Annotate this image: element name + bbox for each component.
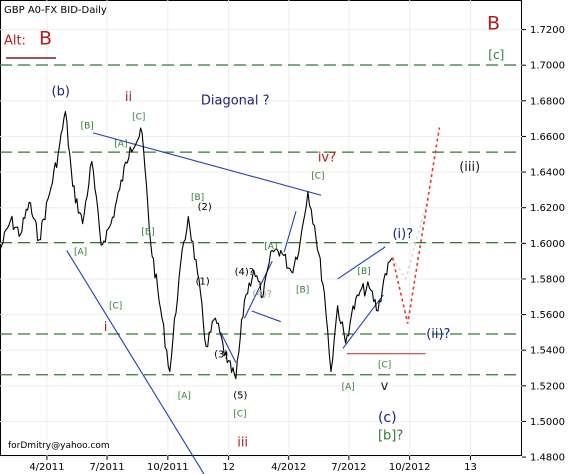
wave-label: (3) [214, 350, 228, 361]
y-tick-label: 1.6200 [530, 203, 565, 214]
x-tick-label: 10/2011 [147, 462, 189, 473]
wave-label: [c] [488, 48, 504, 62]
y-tick-label: 1.6000 [530, 239, 565, 250]
chart-title: GBP A0-FX BID-Daily [4, 5, 107, 16]
wave-label: [B] [141, 227, 154, 237]
y-tick-label: 1.5600 [530, 310, 565, 321]
wave-label: [C] [109, 302, 122, 312]
wave-label: [B] [191, 193, 204, 203]
wave-label: (2) [198, 202, 212, 213]
projection-paths [391, 127, 441, 324]
x-tick-label: 13 [464, 462, 477, 473]
projection-line [391, 127, 441, 324]
x-tick-label: 12 [222, 462, 235, 473]
y-tick-label: 1.6800 [530, 96, 565, 107]
y-tick-label: 1.5800 [530, 274, 565, 285]
y-tick-label: 1.7000 [530, 61, 565, 72]
wave-label: B [487, 13, 500, 35]
y-tick-label: 1.6600 [530, 132, 565, 143]
wave-label: ii [125, 90, 132, 105]
y-tick-label: 1.5200 [530, 381, 565, 392]
trendline [283, 211, 297, 253]
wave-label: [C] [311, 171, 324, 181]
wave-label: [C] [233, 409, 246, 419]
y-tick-label: 1.5000 [530, 417, 565, 428]
wave-label: Diagonal ? [201, 93, 270, 108]
wave-label: iv? [318, 151, 336, 166]
trendline [93, 132, 322, 196]
grid-lines [0, 0, 522, 458]
wave-label: B [39, 28, 52, 50]
wave-label: [A] [114, 139, 127, 149]
y-tick-label: 1.4800 [530, 453, 565, 464]
wave-label: [B] [357, 267, 370, 277]
trendline [342, 294, 384, 349]
y-tick-label: 1.6400 [530, 168, 565, 179]
wave-label: (iii) [459, 160, 480, 175]
footer-email: forDmitry@yahoo.com [8, 441, 110, 451]
wave-label: (i)? [392, 227, 413, 242]
x-tick-label: 4/2011 [29, 462, 64, 473]
time-axis: 4/2011 7/2011 10/2011 12 4/2012 7/2012 10/2012… [29, 456, 477, 473]
wave-label: [C] [132, 112, 145, 122]
wave-annotations: Alt: B B [c] (b) ii Diagonal ? [B] [C] [A] iv? [C] [… [4, 13, 504, 451]
wave-label: iii [237, 436, 248, 451]
x-tick-label: 7/2011 [89, 462, 124, 473]
price-line [0, 110, 393, 380]
wave-label: [A] [342, 382, 355, 392]
wave-label: (4)? [235, 267, 254, 278]
wave-label: [C] [378, 360, 391, 370]
horizontal-levels [0, 64, 522, 376]
wave-label: [B] [296, 285, 309, 295]
price-axis: 1.7200 1.7000 1.6800 1.6600 1.6400 1.6200 1.60… [522, 25, 565, 464]
wave-label: [B] [81, 121, 94, 131]
x-tick-label: 10/2012 [389, 462, 431, 473]
wave-label: [A] [74, 248, 87, 258]
trendlines [66, 132, 426, 474]
price-series [0, 110, 393, 380]
trendline [66, 250, 205, 474]
plot-frame [0, 0, 522, 456]
trendline [220, 332, 237, 363]
x-tick-label: 7/2012 [331, 462, 366, 473]
y-tick-label: 1.7200 [530, 25, 565, 36]
wave-label: [A] [264, 242, 277, 252]
wave-label: i [104, 320, 108, 335]
wave-label: (b) [52, 84, 70, 99]
wave-label: (1) [196, 277, 210, 288]
wave-label: (5) [233, 390, 247, 401]
trendline [337, 246, 386, 280]
wave-label: (4)? [252, 289, 271, 300]
wave-label: Alt: [4, 34, 26, 49]
trendline [251, 310, 282, 323]
projection-line [391, 207, 427, 281]
wave-label: v [381, 379, 389, 394]
x-tick-label: 4/2012 [271, 462, 306, 473]
wave-label: [b]? [378, 429, 403, 444]
wave-label: (c) [378, 410, 397, 426]
wave-label: (ii)? [426, 327, 450, 342]
wave-label: [A] [178, 391, 191, 401]
y-tick-label: 1.5400 [530, 346, 565, 357]
